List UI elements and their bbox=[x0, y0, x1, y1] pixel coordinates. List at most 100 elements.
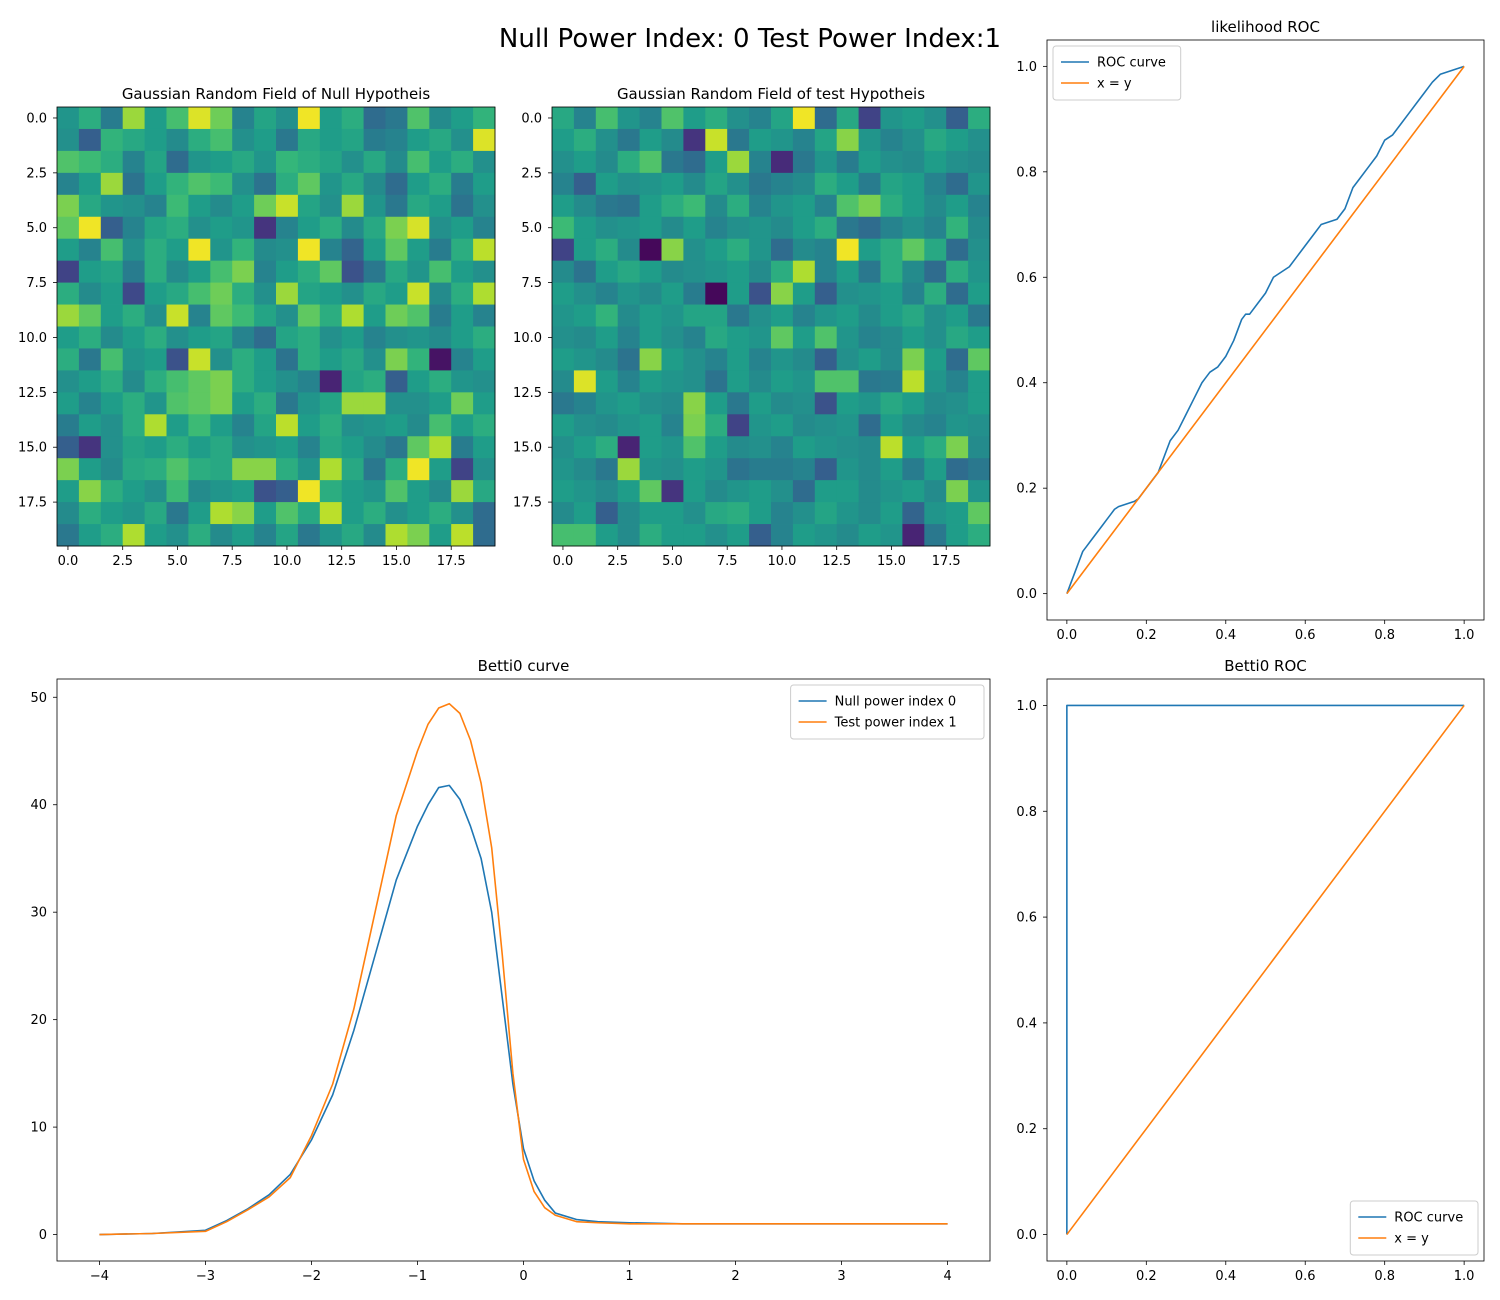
heatmap-cell bbox=[946, 480, 969, 503]
heatmap-cell bbox=[924, 194, 947, 218]
heatmap-cell bbox=[451, 216, 474, 240]
heatmap-cell bbox=[705, 414, 728, 437]
heatmap-cell bbox=[792, 524, 816, 547]
heatmap-cell bbox=[297, 304, 321, 327]
heatmap-cell bbox=[595, 107, 619, 130]
heatmap-cell bbox=[473, 128, 496, 152]
heatmap-cell bbox=[880, 260, 903, 283]
heatmap-cell bbox=[429, 502, 452, 525]
heatmap-cell bbox=[297, 172, 321, 196]
heatmap-cell bbox=[639, 238, 662, 262]
y-tick-label: 0.4 bbox=[1016, 1016, 1037, 1031]
heatmap-cell bbox=[57, 480, 80, 503]
heatmap-cell bbox=[385, 458, 408, 481]
heatmap-cell bbox=[210, 238, 233, 262]
heatmap-cell bbox=[858, 128, 881, 152]
heatmap-cell bbox=[661, 414, 684, 437]
heatmap-cell bbox=[188, 107, 211, 130]
heatmap-cell bbox=[617, 216, 640, 240]
heatmap-cell bbox=[122, 414, 145, 437]
heatmap-cell bbox=[814, 392, 838, 415]
heatmap-cell bbox=[363, 194, 386, 218]
heatmap-cell bbox=[122, 150, 145, 174]
heatmap-cell bbox=[924, 370, 947, 393]
legend-label: x = y bbox=[1394, 1232, 1429, 1247]
legend: Null power index 0 Test power index 1 bbox=[790, 684, 985, 740]
heatmap-cell bbox=[188, 150, 211, 174]
heatmap-cell bbox=[858, 480, 881, 503]
heatmap-cell bbox=[858, 436, 881, 459]
heatmap-cell bbox=[429, 480, 452, 503]
heatmap-cell bbox=[552, 238, 575, 262]
heatmap-cell bbox=[144, 458, 167, 481]
heatmap-cell bbox=[254, 304, 277, 327]
heatmap-cell bbox=[57, 458, 80, 481]
heatmap-cell bbox=[902, 107, 925, 130]
heatmap-cell bbox=[188, 370, 211, 393]
heatmap-cell bbox=[552, 502, 575, 525]
heatmap-cell bbox=[407, 370, 430, 393]
heatmap-cell bbox=[100, 458, 124, 481]
heatmap-cell bbox=[341, 370, 364, 393]
heatmap-cell bbox=[100, 392, 124, 415]
heatmap-cell bbox=[297, 502, 321, 525]
y-tick-label: 50 bbox=[30, 691, 47, 706]
heatmap-cell bbox=[792, 128, 816, 152]
heatmap-cell bbox=[451, 282, 474, 305]
heatmap-cell bbox=[595, 128, 619, 152]
heatmap-cell bbox=[144, 370, 167, 393]
heatmap-cell bbox=[880, 392, 903, 415]
heatmap-cell bbox=[749, 216, 772, 240]
heatmap-cell bbox=[57, 326, 80, 349]
heatmap-cell bbox=[363, 107, 386, 130]
heatmap-cell bbox=[946, 128, 969, 152]
heatmap-cell bbox=[166, 128, 189, 152]
heatmap-cell bbox=[363, 216, 386, 240]
heatmap-cell bbox=[144, 128, 167, 152]
heatmap-cell bbox=[573, 304, 597, 327]
heatmap-cell bbox=[968, 107, 991, 130]
heatmap-cell bbox=[363, 128, 386, 152]
heatmap-cell bbox=[188, 260, 211, 283]
heatmap-cell bbox=[705, 150, 728, 174]
heatmap-cell bbox=[924, 436, 947, 459]
heatmap-cell bbox=[968, 524, 991, 547]
heatmap-cell bbox=[210, 370, 233, 393]
heatmap-cell bbox=[727, 238, 750, 262]
series-line-1 bbox=[99, 784, 948, 1236]
heatmap-cell bbox=[232, 107, 255, 130]
y-tick-label: 0.0 bbox=[521, 111, 542, 126]
x-tick-label: 0.6 bbox=[1295, 1269, 1316, 1284]
heatmap-cell bbox=[617, 524, 640, 547]
heatmap-cell bbox=[210, 128, 233, 152]
heatmap-cell bbox=[705, 524, 728, 547]
heatmap-cell bbox=[232, 194, 255, 218]
heatmap-cell bbox=[363, 150, 386, 174]
heatmap-cell bbox=[617, 172, 640, 196]
heatmap-cell bbox=[924, 392, 947, 415]
heatmap-cell bbox=[968, 304, 991, 327]
heatmap-cell bbox=[814, 238, 838, 262]
heatmap-cell bbox=[210, 502, 233, 525]
x-tick-label: 12.5 bbox=[327, 554, 356, 569]
heatmap-cell bbox=[78, 326, 102, 349]
heatmap-cell bbox=[166, 238, 189, 262]
heatmap-cell bbox=[924, 348, 947, 371]
heatmap-cell bbox=[385, 326, 408, 349]
heatmap-cell bbox=[792, 260, 816, 283]
heatmap-cell bbox=[661, 260, 684, 283]
heatmap-cell bbox=[122, 304, 145, 327]
heatmap-cell bbox=[100, 480, 124, 503]
heatmap-cell bbox=[297, 370, 321, 393]
heatmap-cell bbox=[57, 392, 80, 415]
heatmap-cell bbox=[122, 216, 145, 240]
heatmap-cell bbox=[946, 172, 969, 196]
heatmap-cell bbox=[122, 392, 145, 415]
heatmap-cell bbox=[902, 150, 925, 174]
heatmap-cell bbox=[968, 172, 991, 196]
heatmap-cell bbox=[78, 414, 102, 437]
heatmap-cell bbox=[407, 304, 430, 327]
heatmap-cell bbox=[473, 172, 496, 196]
heatmap-cell bbox=[451, 392, 474, 415]
heatmap-cell bbox=[683, 436, 706, 459]
